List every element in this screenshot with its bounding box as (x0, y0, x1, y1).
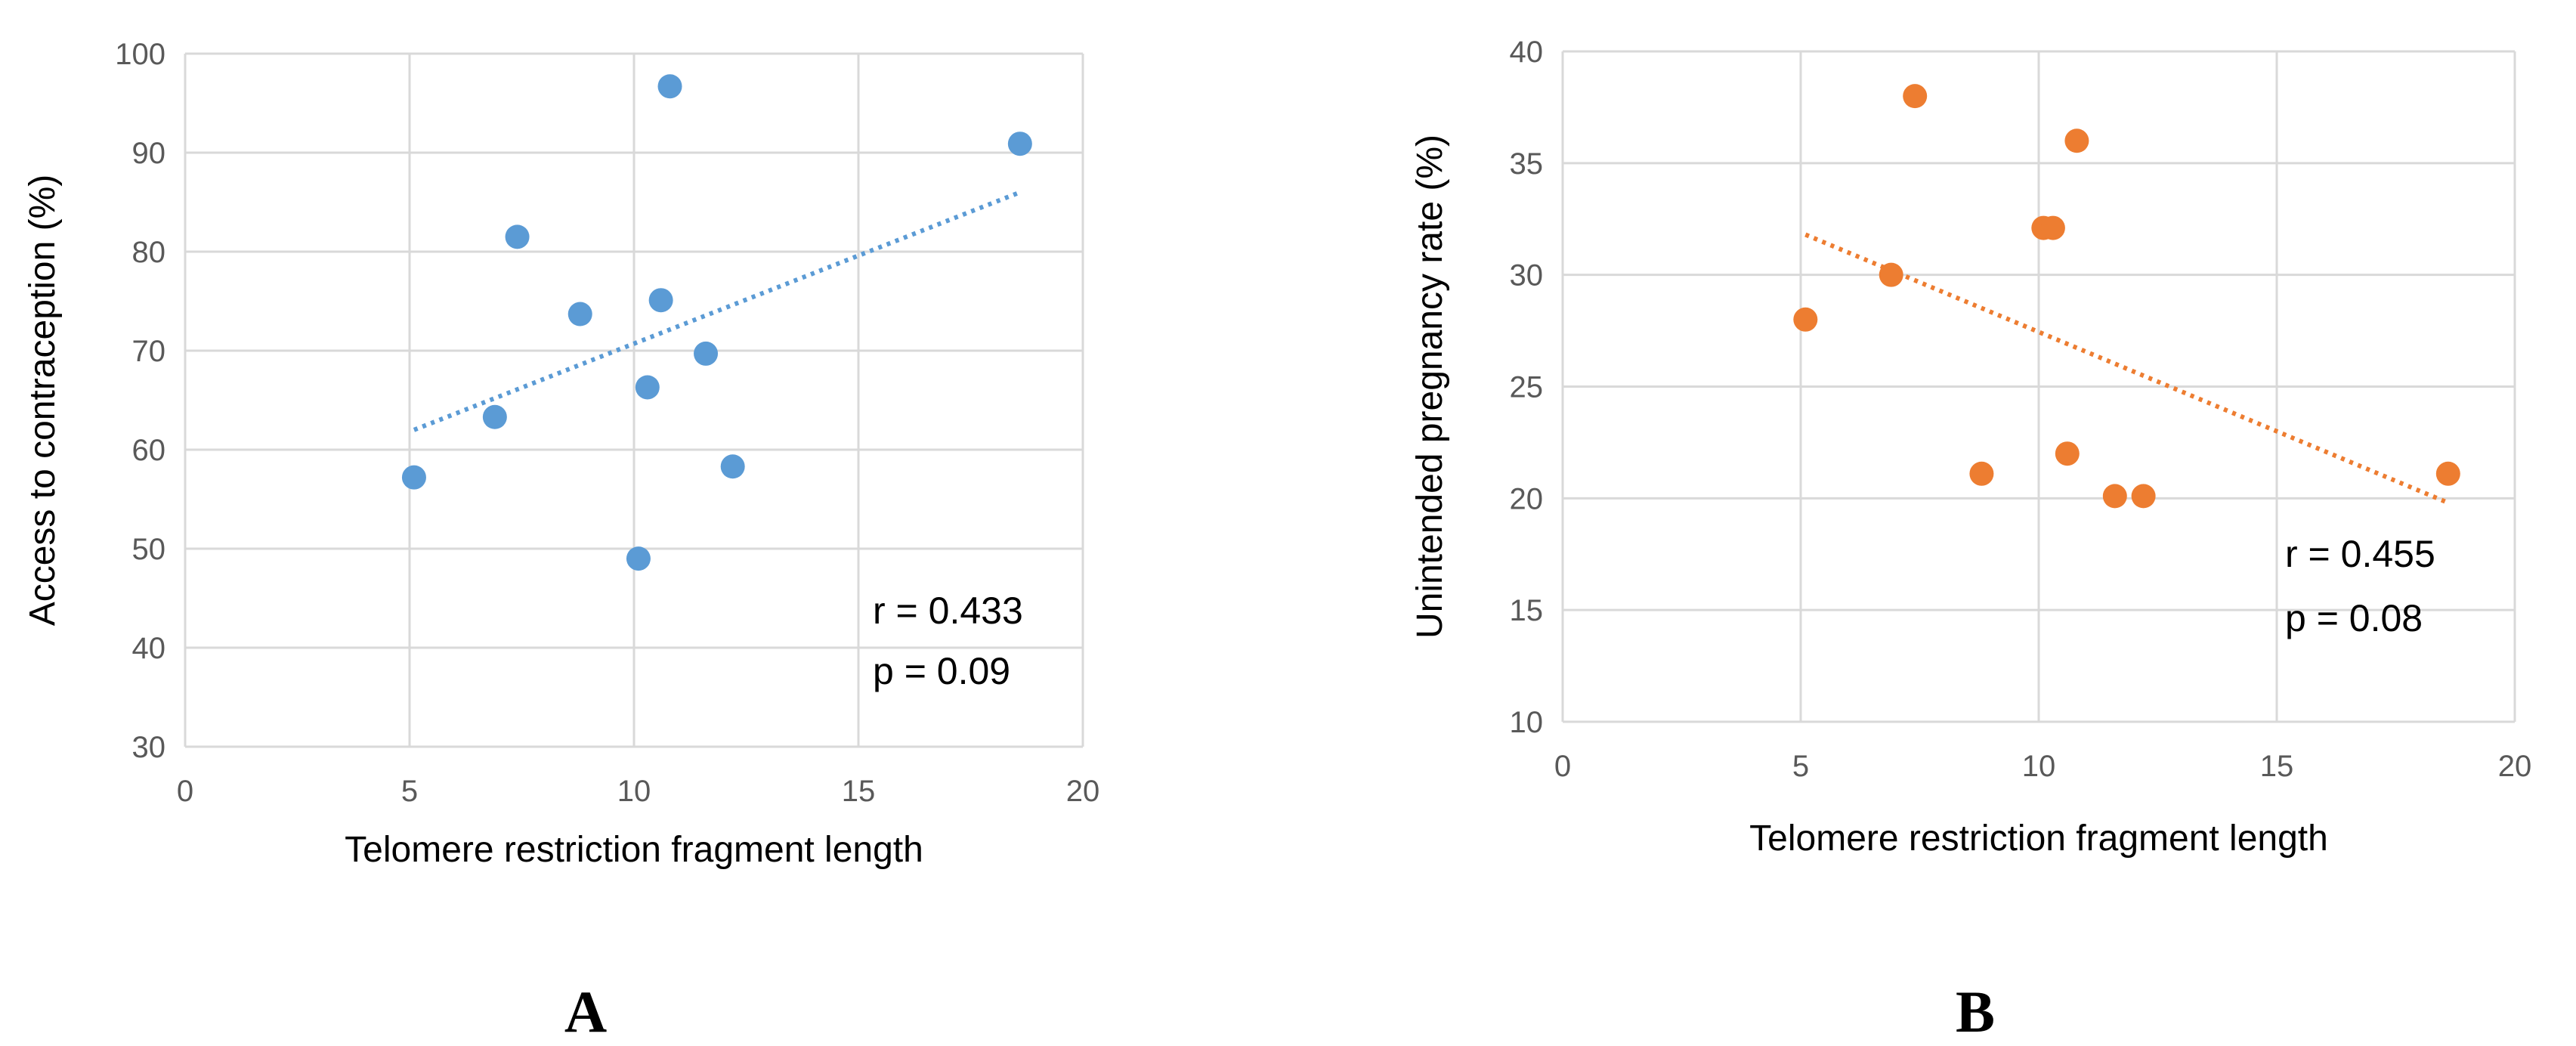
data-point (1007, 132, 1032, 156)
x-tick-label: 20 (2498, 750, 2532, 783)
chart-panel-b: 10 15 20 25 30 35 40 0 5 10 15 20 Unintended pregnan… (1410, 36, 2531, 1044)
trendline (413, 190, 1021, 432)
y-axis-title: Access to contraception (%) (23, 175, 63, 627)
y-tick-label: 40 (132, 632, 166, 665)
stat-annotation: r = 0.455 (2285, 533, 2435, 575)
data-point (2131, 484, 2156, 509)
x-tick-label: 5 (1792, 750, 1809, 783)
stat-annotation: p = 0.08 (2285, 597, 2423, 639)
x-tick-label: 10 (617, 775, 651, 808)
data-point (482, 404, 507, 429)
data-point (648, 288, 673, 313)
x-axis-title: Telomere restriction fragment length (1749, 819, 2328, 859)
data-point (401, 465, 426, 490)
y-tick-label: 30 (132, 731, 166, 764)
y-tick-label: 10 (1510, 706, 1544, 739)
chart-panel-a: 30 40 50 60 70 80 90 100 0 5 10 15 20 Access to contr… (23, 38, 1099, 1044)
data-point (2040, 215, 2065, 240)
y-tick-label: 40 (1510, 36, 1544, 69)
data-point (2055, 441, 2080, 466)
y-tick-label: 100 (115, 38, 165, 71)
data-point (1969, 461, 1994, 486)
x-tick-label: 15 (2260, 750, 2294, 783)
y-tick-label: 70 (132, 335, 166, 368)
trendline (1804, 232, 2449, 506)
y-axis-title: Unintended pregnancy rate (%) (1410, 135, 1450, 639)
x-axis-title: Telomere restriction fragment length (345, 830, 923, 870)
data-point (1879, 262, 1903, 287)
x-tick-label: 0 (1554, 750, 1571, 783)
data-point (2435, 461, 2460, 486)
panel-label: B (1956, 979, 1995, 1044)
data-point (635, 375, 660, 400)
data-point (2102, 484, 2127, 509)
data-point (720, 454, 745, 479)
data-point (505, 224, 530, 249)
x-tick-label: 0 (177, 775, 193, 808)
x-tick-label: 15 (842, 775, 876, 808)
y-tick-label: 90 (132, 137, 166, 170)
data-point (694, 341, 719, 366)
data-point (567, 302, 592, 326)
x-tick-label: 20 (1066, 775, 1100, 808)
panel-label: A (564, 979, 607, 1044)
y-tick-label: 25 (1510, 371, 1544, 404)
data-point (2064, 128, 2089, 153)
y-tick-label: 50 (132, 533, 166, 566)
x-tick-label: 10 (2022, 750, 2056, 783)
y-tick-label: 60 (132, 434, 166, 467)
y-tick-label: 80 (132, 236, 166, 269)
y-tick-label: 20 (1510, 482, 1544, 515)
y-tick-label: 30 (1510, 259, 1544, 292)
data-point (626, 546, 651, 571)
data-point (657, 74, 682, 99)
y-tick-label: 15 (1510, 594, 1544, 627)
y-tick-label: 35 (1510, 147, 1544, 181)
data-point (1793, 307, 1818, 332)
stat-annotation: r = 0.433 (873, 590, 1023, 632)
x-tick-label: 5 (401, 775, 418, 808)
data-point (1903, 84, 1928, 109)
stat-annotation: p = 0.09 (873, 650, 1010, 692)
